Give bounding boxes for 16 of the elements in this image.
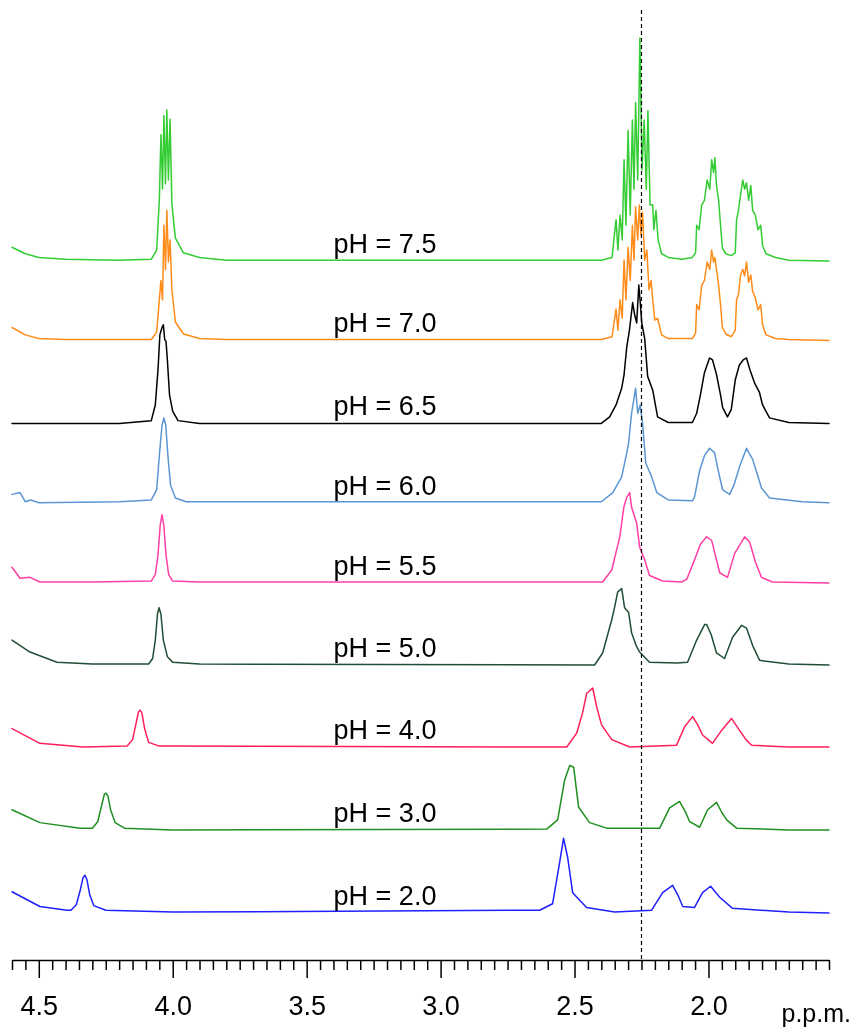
- x-tick-label: 2.0: [690, 991, 728, 1022]
- x-tick-label: 2.5: [556, 991, 594, 1022]
- series-label: pH = 6.5: [333, 391, 437, 422]
- x-tick-label: 4.5: [20, 991, 59, 1022]
- x-tick-label: 3.5: [288, 991, 326, 1022]
- x-tick-label: 4.0: [154, 991, 192, 1022]
- series-label: pH = 4.0: [333, 715, 437, 746]
- series-label: pH = 7.0: [333, 308, 437, 339]
- x-axis-title: p.p.m.: [781, 999, 851, 1027]
- series-label: pH = 7.5: [333, 229, 437, 260]
- series-label: pH = 3.0: [333, 798, 437, 828]
- series-label: pH = 6.0: [333, 470, 437, 501]
- series-label: pH = 5.0: [333, 632, 437, 663]
- series-label: pH = 2.0: [333, 880, 437, 911]
- series-label: pH = 5.5: [333, 550, 437, 581]
- x-tick-label: 3.0: [422, 991, 460, 1022]
